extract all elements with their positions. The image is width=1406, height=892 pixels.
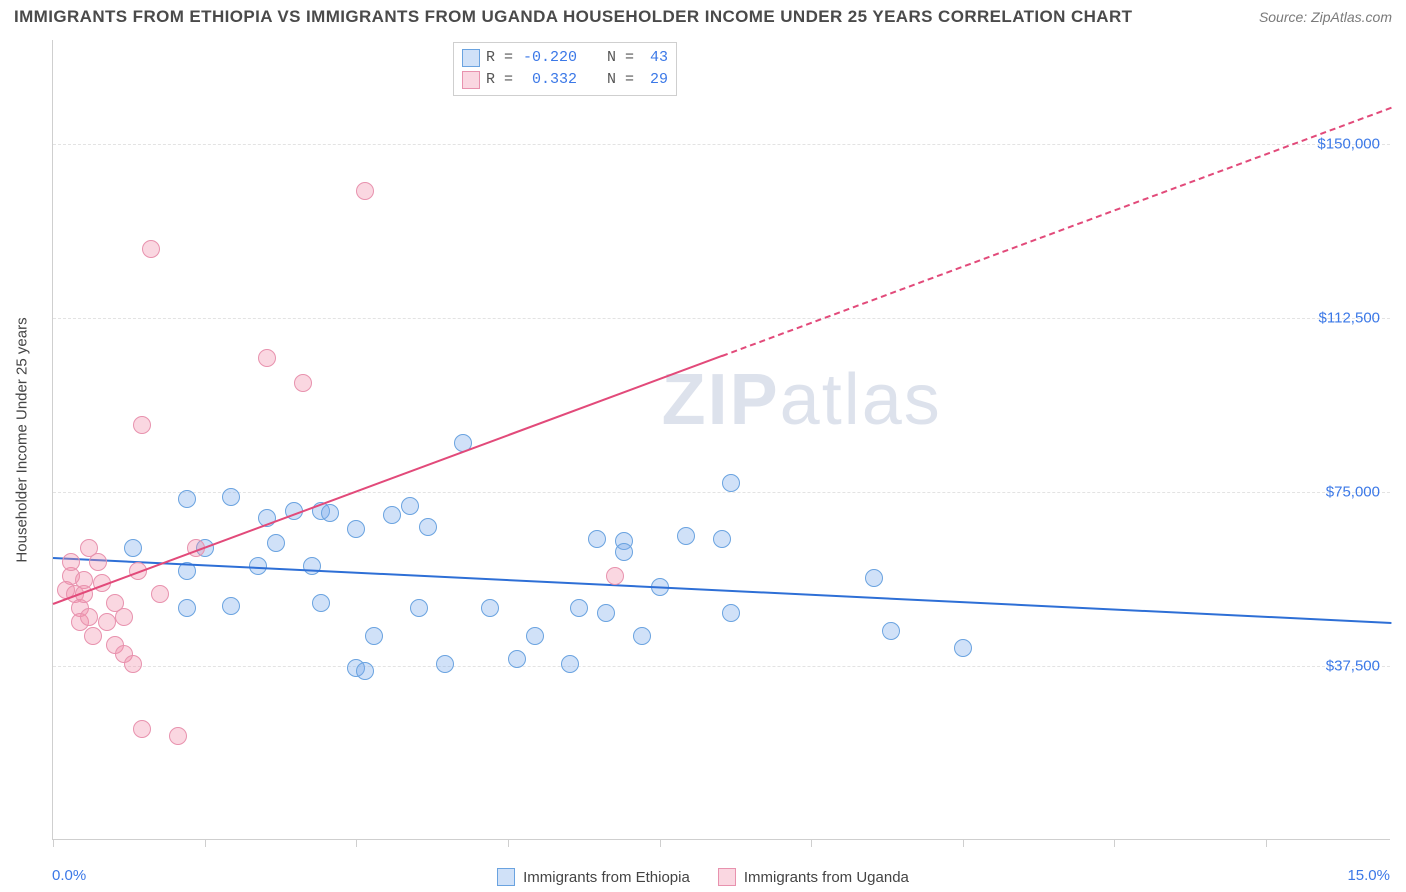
data-point	[267, 534, 285, 552]
data-point	[98, 613, 116, 631]
legend-label: Immigrants from Ethiopia	[523, 869, 690, 886]
data-point	[606, 567, 624, 585]
correlation-stats-box: R = -0.220 N = 43 R = 0.332 N = 29	[453, 42, 677, 96]
x-tick	[963, 839, 964, 847]
x-tick	[205, 839, 206, 847]
data-point	[80, 608, 98, 626]
data-point	[419, 518, 437, 536]
x-tick	[660, 839, 661, 847]
data-point	[865, 569, 883, 587]
data-point	[133, 720, 151, 738]
legend-swatch	[718, 868, 736, 886]
data-point	[312, 594, 330, 612]
n-label: N =	[607, 69, 634, 91]
data-point	[303, 557, 321, 575]
data-point	[84, 627, 102, 645]
data-point	[142, 240, 160, 258]
x-tick	[1266, 839, 1267, 847]
data-point	[401, 497, 419, 515]
y-axis-label: Householder Income Under 25 years	[14, 317, 31, 562]
legend-label: Immigrants from Uganda	[744, 869, 909, 886]
data-point	[124, 539, 142, 557]
legend-swatch	[462, 71, 480, 89]
data-point	[436, 655, 454, 673]
x-tick	[508, 839, 509, 847]
stat-row: R = -0.220 N = 43	[462, 47, 668, 69]
data-point	[410, 599, 428, 617]
data-point	[633, 627, 651, 645]
legend-item: Immigrants from Uganda	[718, 868, 909, 886]
y-tick-label: $37,500	[1326, 658, 1380, 675]
stat-row: R = 0.332 N = 29	[462, 69, 668, 91]
chart-title: IMMIGRANTS FROM ETHIOPIA VS IMMIGRANTS F…	[14, 7, 1132, 27]
source-attribution: Source: ZipAtlas.com	[1259, 9, 1392, 25]
n-value: 29	[640, 69, 668, 91]
data-point	[356, 182, 374, 200]
series-legend: Immigrants from Ethiopia Immigrants from …	[0, 868, 1406, 886]
gridline	[53, 318, 1390, 319]
data-point	[169, 727, 187, 745]
trend-line	[53, 355, 723, 605]
data-point	[124, 655, 142, 673]
data-point	[222, 488, 240, 506]
data-point	[133, 416, 151, 434]
data-point	[677, 527, 695, 545]
n-label: N =	[607, 47, 634, 69]
y-tick-label: $112,500	[1319, 310, 1380, 327]
data-point	[526, 627, 544, 645]
data-point	[178, 490, 196, 508]
data-point	[508, 650, 526, 668]
watermark: ZIPatlas	[662, 359, 942, 441]
data-point	[347, 520, 365, 538]
data-point	[713, 530, 731, 548]
gridline	[53, 492, 1390, 493]
data-point	[356, 662, 374, 680]
y-tick-label: $75,000	[1326, 484, 1380, 501]
x-tick	[1114, 839, 1115, 847]
data-point	[722, 474, 740, 492]
data-point	[561, 655, 579, 673]
data-point	[365, 627, 383, 645]
x-tick	[356, 839, 357, 847]
r-label: R =	[486, 69, 513, 91]
legend-swatch	[462, 49, 480, 67]
data-point	[570, 599, 588, 617]
data-point	[115, 608, 133, 626]
r-value: -0.220	[519, 47, 577, 69]
data-point	[178, 599, 196, 617]
data-point	[62, 553, 80, 571]
legend-swatch	[497, 868, 515, 886]
data-point	[597, 604, 615, 622]
r-value: 0.332	[519, 69, 577, 91]
data-point	[383, 506, 401, 524]
data-point	[321, 504, 339, 522]
data-point	[722, 604, 740, 622]
data-point	[954, 639, 972, 657]
r-label: R =	[486, 47, 513, 69]
y-tick-label: $150,000	[1317, 136, 1380, 153]
scatter-plot: ZIPatlas R = -0.220 N = 43 R = 0.332 N = 29 $…	[52, 40, 1390, 840]
x-tick	[53, 839, 54, 847]
x-tick	[811, 839, 812, 847]
data-point	[258, 349, 276, 367]
gridline	[53, 666, 1390, 667]
data-point	[294, 374, 312, 392]
data-point	[89, 553, 107, 571]
gridline	[53, 144, 1390, 145]
data-point	[882, 622, 900, 640]
data-point	[481, 599, 499, 617]
data-point	[615, 543, 633, 561]
data-point	[222, 597, 240, 615]
data-point	[588, 530, 606, 548]
n-value: 43	[640, 47, 668, 69]
data-point	[151, 585, 169, 603]
legend-item: Immigrants from Ethiopia	[497, 868, 690, 886]
